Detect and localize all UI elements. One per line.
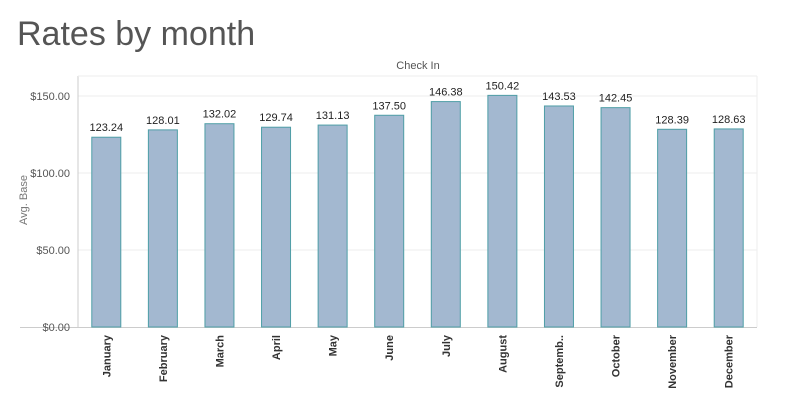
- y-tick-label: $100.00: [30, 168, 70, 180]
- data-label: 123.24: [89, 122, 123, 134]
- x-tick-label: June: [384, 335, 396, 361]
- y-tick-label: $0.00: [42, 322, 70, 334]
- x-tick-label: December: [724, 334, 736, 388]
- bar-october[interactable]: [600, 107, 631, 328]
- data-labels: 123.24 128.01 132.02 129.74 131.13 137.50 146.…: [89, 80, 745, 134]
- x-tick-label: March: [214, 335, 226, 368]
- bar-december[interactable]: [713, 128, 744, 328]
- bar-august[interactable]: [487, 94, 518, 328]
- bar-may[interactable]: [317, 124, 348, 328]
- data-label: 128.39: [655, 114, 689, 126]
- page-title: Rates by month: [17, 15, 256, 53]
- data-label: 132.02: [203, 109, 237, 121]
- y-axis: $0.00 $50.00 $100.00 $150.00: [30, 91, 70, 334]
- x-tick-label: July: [441, 334, 453, 357]
- gridlines: [78, 95, 757, 251]
- data-label: 146.38: [429, 87, 463, 99]
- x-tick-label: May: [328, 334, 340, 356]
- x-tick-label: October: [611, 334, 623, 377]
- x-tick-label: January: [101, 334, 113, 377]
- data-label: 129.74: [259, 112, 293, 124]
- x-tick-label: April: [271, 335, 283, 360]
- data-label: 143.53: [542, 91, 576, 103]
- plot-frame: [20, 75, 758, 328]
- x-tick-label: February: [158, 334, 170, 382]
- bar-february[interactable]: [147, 129, 178, 328]
- bar-november[interactable]: [657, 128, 688, 328]
- bar-march[interactable]: [204, 123, 235, 328]
- data-label: 131.13: [316, 110, 350, 122]
- bar-april[interactable]: [261, 126, 292, 328]
- x-tick-label: November: [667, 334, 679, 389]
- data-label: 142.45: [599, 93, 633, 105]
- x-axis: January February March April May June July Augu…: [101, 334, 735, 389]
- y-tick-label: $150.00: [30, 91, 70, 103]
- x-axis-title: Check In: [396, 60, 439, 72]
- data-label: 137.50: [372, 100, 406, 112]
- data-label: 128.63: [712, 114, 746, 126]
- x-tick-label: August: [497, 335, 509, 373]
- x-tick-label: Septemb..: [554, 335, 566, 388]
- bar-july[interactable]: [430, 101, 461, 328]
- data-label: 128.01: [146, 115, 180, 127]
- bar-septemb[interactable]: [543, 105, 574, 328]
- data-label: 150.42: [486, 80, 520, 92]
- bar-june[interactable]: [374, 114, 405, 328]
- bar-january[interactable]: [91, 136, 122, 328]
- bars: [91, 94, 744, 328]
- y-axis-title: Avg. Base: [18, 175, 30, 225]
- y-tick-label: $50.00: [36, 245, 70, 257]
